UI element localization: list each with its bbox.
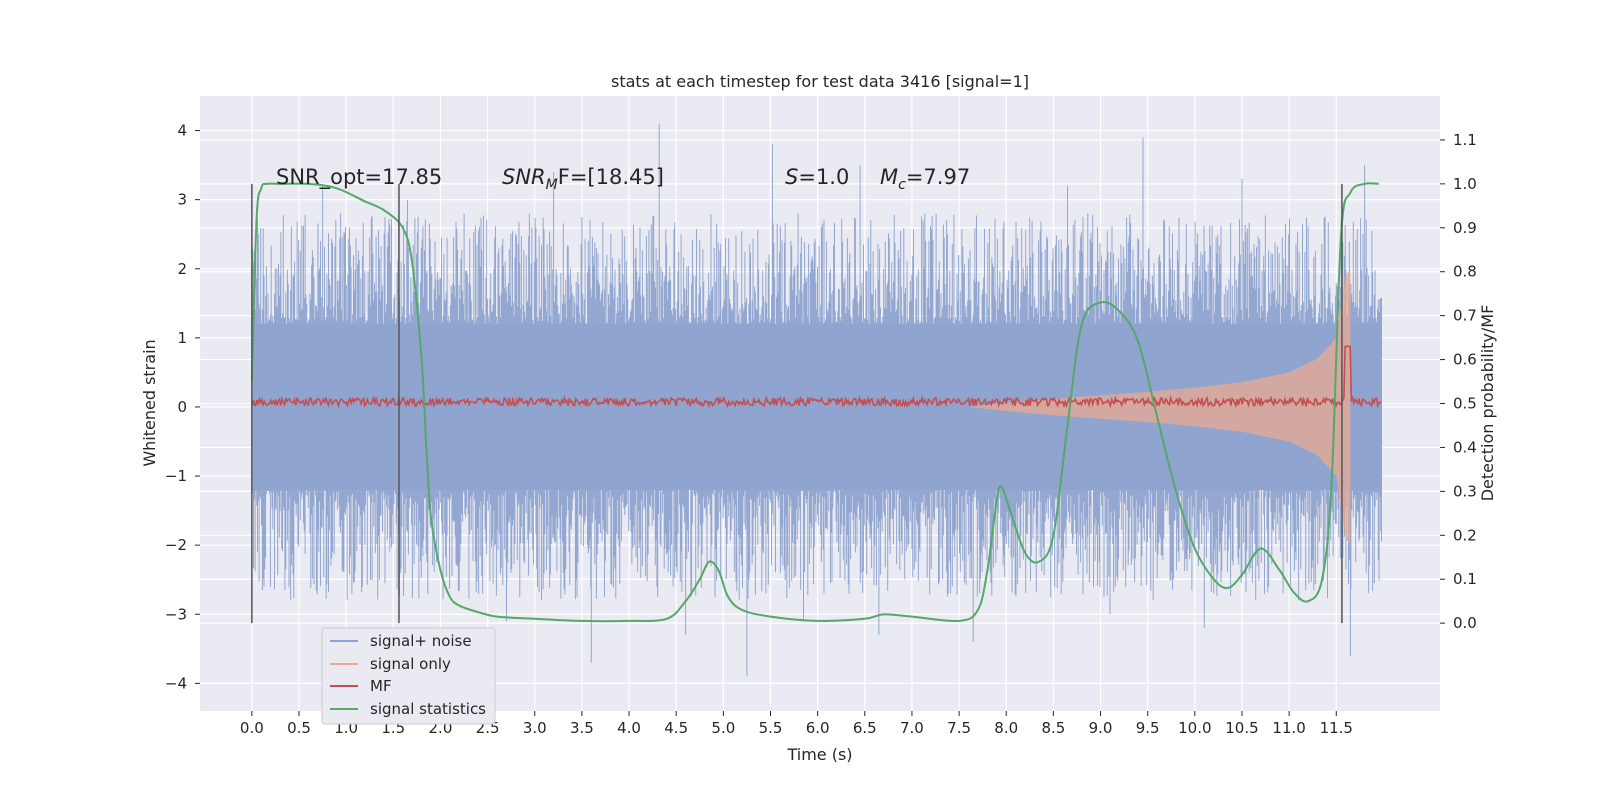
y2-tick-label: 0.8 xyxy=(1453,263,1477,281)
x-tick-label: 11.5 xyxy=(1320,719,1353,737)
legend-label-signal-noise: signal+ noise xyxy=(370,632,472,650)
y-axis-label: Whitened strain xyxy=(140,339,159,466)
legend: signal+ noise signal only MF signal stat… xyxy=(321,627,496,725)
y2-tick-label: 1.0 xyxy=(1453,175,1477,193)
series-mf xyxy=(251,345,1382,409)
x-tick-label: 3.5 xyxy=(570,719,594,737)
y-tick-label: 1 xyxy=(177,329,187,347)
y2-tick-label: 0.5 xyxy=(1453,395,1477,413)
annotation-snr-mf-tail: F=[18.45] xyxy=(558,165,664,189)
vertical-markers xyxy=(251,183,1343,624)
x-tick-label: 10.5 xyxy=(1225,719,1258,737)
annotation-snr-opt: SNR_opt=17.85 xyxy=(276,165,442,190)
series-signal-only xyxy=(968,268,1351,546)
y-tick-label: 4 xyxy=(177,122,187,140)
x-tick-label: 8.5 xyxy=(1041,719,1065,737)
y-tick-label: −3 xyxy=(165,605,187,623)
x-tick-label: 8.0 xyxy=(994,719,1018,737)
x-tick-label: 3.0 xyxy=(523,719,547,737)
x-tick-label: 0.5 xyxy=(287,719,311,737)
x-tick-label: 11.0 xyxy=(1272,719,1305,737)
y2-tick-label: 0.7 xyxy=(1453,307,1477,325)
annotation-mc-sub: c xyxy=(898,177,906,193)
annotation-snr-mf: SNRMF=[18.45] xyxy=(502,165,664,193)
x-tick-label: 5.5 xyxy=(759,719,783,737)
x-tick-label: 0.0 xyxy=(240,719,264,737)
annotation-s-main: S xyxy=(785,165,798,189)
y-tick-label: 2 xyxy=(177,260,187,278)
x-tick-label: 5.0 xyxy=(711,719,735,737)
x-tick-label: 9.5 xyxy=(1136,719,1160,737)
x-tick-label: 9.0 xyxy=(1089,719,1113,737)
y-tick-label: −1 xyxy=(165,467,187,485)
y2-tick-label: 0.2 xyxy=(1453,526,1477,544)
annotation-mc-tail: =7.97 xyxy=(906,165,970,189)
annotation-mc-main: M xyxy=(880,165,898,189)
annotation-snr-mf-main: SNR xyxy=(502,165,546,189)
annotation-s-tail: =1.0 xyxy=(798,165,849,189)
series-signal-statistics xyxy=(250,182,1379,623)
y2-tick-label: 0.6 xyxy=(1453,351,1477,369)
legend-label-signal-only: signal only xyxy=(370,655,451,673)
y-tick-label: −4 xyxy=(165,674,187,692)
x-tick-label: 7.0 xyxy=(900,719,924,737)
annotations: SNR_opt=17.85 SNRMF=[18.45] S=1.0 Mc=7.9… xyxy=(276,165,970,193)
x-axis-label: Time (s) xyxy=(786,745,852,764)
chart-title: stats at each timestep for test data 341… xyxy=(611,72,1029,91)
y-tick-label: 3 xyxy=(177,191,187,209)
annotation-snr-mf-sub: M xyxy=(546,177,558,193)
y-tick-label: −2 xyxy=(165,536,187,554)
x-tick-label: 6.5 xyxy=(853,719,877,737)
y2-tick-label: 0.0 xyxy=(1453,614,1477,632)
y2-tick-label: 0.1 xyxy=(1453,570,1477,588)
y2-tick-label: 0.3 xyxy=(1453,482,1477,500)
y2-tick-label: 0.4 xyxy=(1453,438,1477,456)
legend-box xyxy=(321,627,496,725)
legend-label-mf: MF xyxy=(370,677,392,695)
y2-tick-label: 0.9 xyxy=(1453,219,1477,237)
y2-axis-label: Detection probability/MF xyxy=(1478,305,1497,502)
x-tick-label: 10.0 xyxy=(1178,719,1211,737)
annotation-mc: Mc=7.97 xyxy=(880,165,970,193)
x-tick-label: 6.0 xyxy=(806,719,830,737)
x-tick-label: 7.5 xyxy=(947,719,971,737)
annotation-s: S=1.0 xyxy=(785,165,849,189)
x-tick-label: 4.5 xyxy=(664,719,688,737)
y2-tick-label: 1.1 xyxy=(1453,131,1477,149)
x-tick-label: 4.0 xyxy=(617,719,641,737)
series-layer xyxy=(250,123,1382,677)
y-tick-label: 0 xyxy=(177,398,187,416)
legend-label-signal-statistics: signal statistics xyxy=(370,700,486,718)
